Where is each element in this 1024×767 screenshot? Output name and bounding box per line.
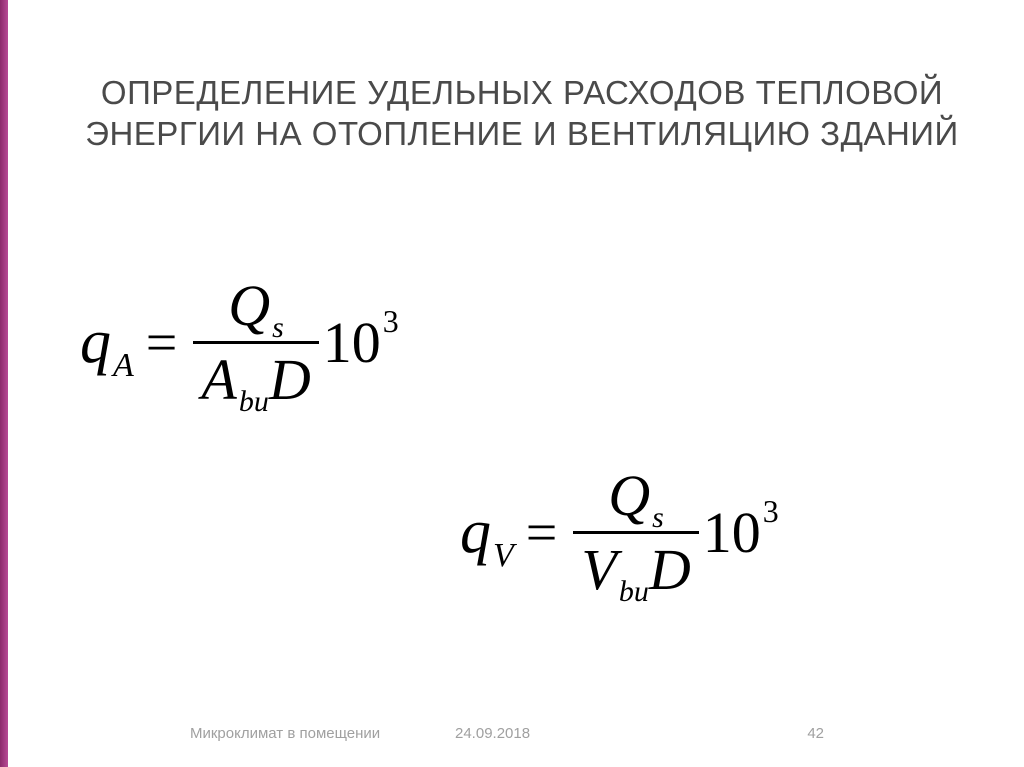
factor: 10 3 <box>323 309 399 376</box>
factor-base: 10 <box>323 309 381 376</box>
lhs-sub: V <box>493 537 514 575</box>
num-var: Q <box>228 272 270 339</box>
factor-exp: 3 <box>383 303 399 340</box>
denominator: A bu D <box>193 344 318 415</box>
denominator: V bu D <box>573 534 698 605</box>
factor: 10 3 <box>703 499 779 566</box>
num-var: Q <box>608 462 650 529</box>
accent-bar <box>0 0 8 767</box>
footer-label: Микроклимат в помещении <box>190 725 380 742</box>
den-sub1: bu <box>619 575 649 609</box>
footer-date: 24.09.2018 <box>455 725 530 742</box>
lhs: q A <box>80 307 134 378</box>
numerator: Q s <box>220 270 292 341</box>
fraction: Q s V bu D <box>573 460 698 605</box>
lhs-var: q <box>460 497 491 568</box>
factor-exp: 3 <box>763 493 779 530</box>
fraction: Q s A bu D <box>193 270 318 415</box>
numerator: Q s <box>600 460 672 531</box>
equals: = <box>526 501 558 565</box>
lhs-var: q <box>80 307 111 378</box>
lhs: q V <box>460 497 514 568</box>
factor-base: 10 <box>703 499 761 566</box>
lhs-sub: A <box>113 347 134 385</box>
num-sub: s <box>272 311 284 345</box>
num-sub: s <box>652 501 664 535</box>
formula-area: q A = Q s A bu D 10 3 q V = <box>60 250 984 670</box>
formula-qv: q V = Q s V bu D 10 3 <box>460 460 779 605</box>
formula-qa: q A = Q s A bu D 10 3 <box>80 270 399 415</box>
footer-page: 42 <box>807 725 824 742</box>
den-var2: D <box>269 346 311 413</box>
den-var2: D <box>649 536 691 603</box>
footer: Микроклимат в помещении 24.09.2018 42 <box>0 725 1024 749</box>
den-var1: A <box>201 346 236 413</box>
slide-title: ОПРЕДЕЛЕНИЕ УДЕЛЬНЫХ РАСХОДОВ ТЕПЛОВОЙ Э… <box>60 72 984 155</box>
den-sub1: bu <box>239 385 269 419</box>
equals: = <box>146 311 178 375</box>
den-var1: V <box>581 536 616 603</box>
